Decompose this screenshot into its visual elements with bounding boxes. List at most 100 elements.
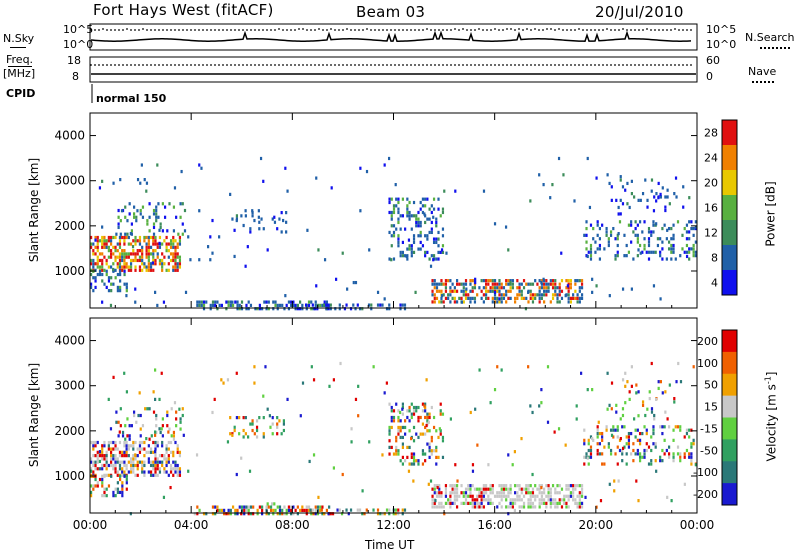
nave-point — [566, 64, 568, 66]
range-gate-cell — [261, 307, 264, 311]
range-gate-cell — [554, 279, 557, 283]
range-gate-cell — [464, 494, 468, 498]
range-gate-cell — [98, 459, 102, 464]
range-gate-cell — [119, 219, 122, 223]
range-gate-cell — [432, 449, 436, 453]
range-gate-cell — [132, 239, 135, 243]
range-gate-cell — [654, 442, 657, 446]
range-gate-cell — [136, 447, 139, 451]
range-gate-cell — [619, 175, 622, 179]
range-gate-cell — [121, 494, 124, 498]
range-gate-cell — [395, 435, 398, 440]
nsearch-point — [654, 29, 656, 31]
range-gate-cell — [520, 487, 523, 491]
range-gate-cell — [641, 230, 644, 234]
range-gate-cell — [154, 463, 157, 468]
range-gate-cell — [178, 258, 182, 263]
range-gate-cell — [149, 450, 153, 454]
nave-point — [578, 64, 580, 66]
range-gate-cell — [246, 245, 249, 249]
range-gate-cell — [169, 463, 173, 468]
range-gate-cell — [390, 409, 393, 413]
range-gate-cell — [625, 243, 628, 248]
nsearch-point — [398, 29, 400, 31]
range-gate-cell — [447, 296, 450, 300]
range-gate-cell — [615, 403, 618, 407]
range-gate-cell — [507, 296, 510, 300]
range-gate-cell — [677, 361, 680, 366]
range-gate-cell — [305, 307, 308, 311]
range-gate-cell — [107, 397, 110, 402]
range-gate-cell — [417, 210, 420, 215]
range-gate-cell — [441, 227, 445, 231]
range-gate-cell — [328, 505, 331, 509]
nave-point — [586, 64, 588, 66]
range-gate-cell — [134, 255, 137, 259]
range-gate-cell — [397, 240, 400, 245]
range-gate-cell — [109, 265, 113, 269]
range-gate-cell — [589, 445, 593, 449]
range-gate-cell — [630, 431, 633, 436]
range-gate-cell — [685, 428, 689, 432]
range-gate-cell — [659, 425, 662, 429]
range-gate-cell — [482, 279, 485, 283]
range-gate-cell — [460, 289, 463, 293]
range-gate-cell — [637, 198, 640, 202]
range-gate-cell — [690, 220, 693, 224]
range-gate-cell — [198, 508, 201, 512]
range-gate-cell — [178, 265, 182, 269]
range-gate-cell — [469, 296, 472, 300]
range-gate-cell — [96, 454, 99, 458]
range-gate-cell — [267, 307, 270, 311]
range-gate-cell — [112, 269, 115, 273]
range-gate-cell — [661, 186, 664, 190]
range-gate-cell — [549, 279, 552, 283]
range-gate-cell — [132, 460, 135, 464]
range-gate-cell — [238, 416, 241, 420]
nave-point — [366, 64, 368, 66]
range-gate-cell — [245, 307, 248, 311]
nsearch-point — [690, 29, 692, 31]
range-gate-cell — [407, 469, 411, 473]
range-gate-cell — [141, 249, 144, 253]
range-gate-cell — [505, 505, 508, 509]
range-gate-cell — [491, 282, 494, 286]
range-gate-cell — [487, 494, 490, 498]
range-gate-cell — [516, 279, 519, 283]
range-gate-cell — [363, 512, 366, 516]
range-gate-cell — [435, 220, 438, 225]
range-gate-cell — [94, 440, 97, 445]
range-gate-cell — [641, 400, 645, 404]
range-gate-cell — [502, 487, 506, 491]
range-gate-cell — [154, 368, 157, 372]
range-gate-cell — [491, 491, 494, 495]
range-gate-cell — [540, 501, 543, 505]
range-gate-cell — [509, 487, 512, 491]
range-gate-cell — [434, 499, 437, 503]
range-gate-cell — [493, 296, 497, 300]
nave-point — [410, 64, 412, 66]
y-tick-label: 1000 — [54, 264, 85, 278]
range-gate-cell — [167, 460, 170, 464]
nsearch-point — [646, 28, 648, 30]
range-gate-cell — [112, 490, 115, 495]
range-gate-cell — [155, 205, 158, 209]
range-gate-cell — [647, 226, 651, 231]
nsearch-point — [554, 29, 556, 31]
range-gate-cell — [518, 282, 521, 286]
range-gate-cell — [136, 467, 139, 471]
range-gate-cell — [626, 181, 629, 186]
range-gate-cell — [618, 448, 622, 453]
range-gate-cell — [184, 290, 188, 294]
range-gate-cell — [574, 498, 577, 502]
range-gate-cell — [419, 234, 422, 238]
range-gate-cell — [143, 460, 146, 464]
range-gate-cell — [650, 233, 653, 237]
range-gate-cell — [109, 450, 113, 454]
nave-point — [450, 64, 452, 66]
range-gate-cell — [428, 257, 431, 261]
range-gate-cell — [637, 414, 640, 418]
range-gate-cell — [471, 463, 475, 467]
nave-point — [374, 64, 376, 66]
range-gate-cell — [388, 425, 391, 430]
